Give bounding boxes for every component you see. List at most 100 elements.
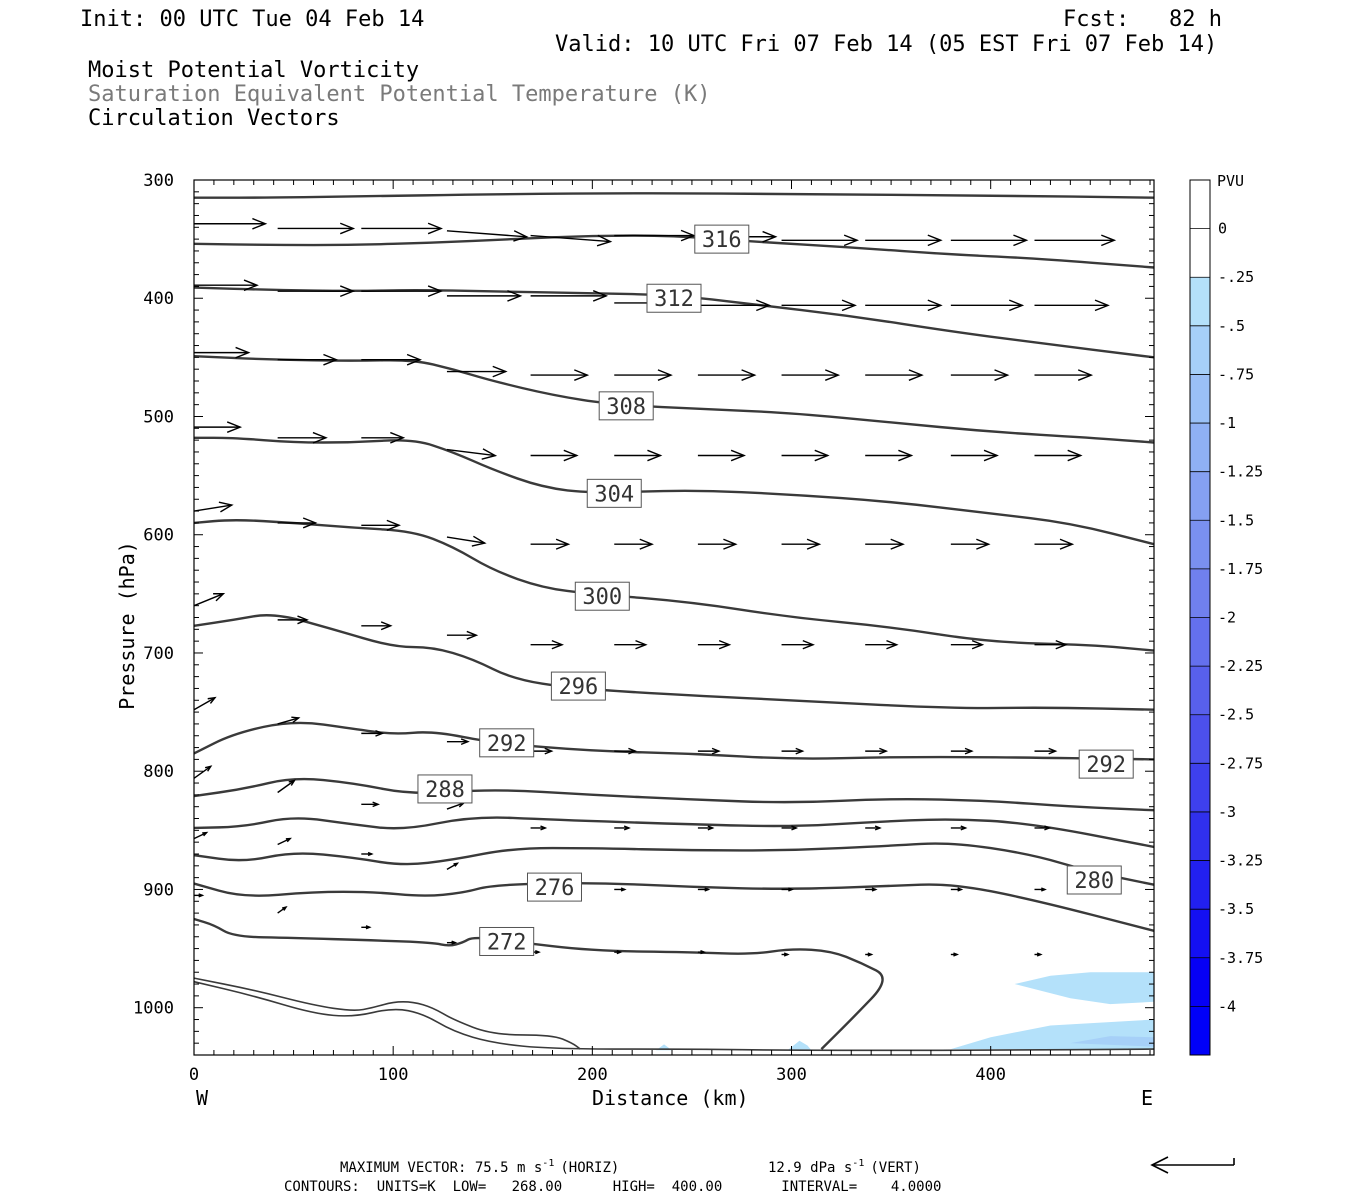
pv-shaded-area-0: [1014, 972, 1154, 1005]
circulation-vector: [950, 234, 1029, 247]
circulation-vector: [1034, 887, 1047, 892]
circulation-vector: [277, 353, 339, 366]
contour-info: CONTOURS: UNITS=K LOW= 268.00 HIGH= 400.…: [284, 1179, 941, 1195]
field-title-vectors: Circulation Vectors: [88, 106, 340, 131]
circulation-vector: [614, 949, 623, 955]
theta-contour-292: [193, 721, 1155, 761]
colorbar-swatch: [1190, 423, 1210, 473]
circulation-vector: [1034, 747, 1058, 755]
colorbar-swatch: [1190, 714, 1210, 764]
svg-text:276: 276: [535, 876, 575, 901]
svg-text:272: 272: [487, 930, 527, 955]
svg-text:316: 316: [702, 228, 742, 253]
circulation-vector: [781, 299, 857, 312]
max-vector-vert-label: 12.9 dPa s-1 (VERT): [768, 1158, 921, 1176]
colorbar-label: -.5: [1218, 317, 1245, 335]
circulation-vector: [361, 285, 443, 297]
x-axis-label: Distance (km): [592, 1086, 749, 1110]
circulation-vector: [950, 369, 1010, 381]
circulation-vector: [781, 538, 822, 550]
colorbar-label: 0: [1218, 220, 1227, 238]
circulation-vector: [277, 615, 309, 625]
circulation-vector: [194, 279, 259, 292]
x-tick-label: 300: [776, 1065, 807, 1085]
contour-label: 288: [417, 774, 473, 804]
colorbar-label: -1: [1218, 414, 1236, 432]
theta-contour-268: [193, 977, 581, 1050]
svg-text:296: 296: [559, 675, 599, 700]
circulation-vector: [446, 290, 523, 302]
theta-contour-304: [194, 436, 1155, 546]
svg-text:292: 292: [487, 732, 527, 757]
pv-shaded-area-4: [1070, 1036, 1154, 1047]
field-title-pv: Moist Potential Vorticity: [88, 58, 419, 83]
y-tick-label: 1000: [133, 999, 174, 1019]
circulation-vector: [1034, 952, 1043, 957]
contour-label: 280: [1066, 865, 1122, 895]
contour-label: 292: [479, 728, 535, 758]
circulation-vector: [950, 538, 991, 550]
circulation-vector: [277, 906, 288, 914]
colorbar-label: -1.25: [1218, 463, 1263, 481]
colorbar-swatch: [1190, 811, 1210, 862]
theta-contour-284: [193, 816, 1155, 849]
circulation-vector: [277, 222, 356, 235]
x-end-label-east: E: [1141, 1086, 1153, 1110]
circulation-vector: [446, 448, 498, 460]
contour-label: 308: [598, 391, 654, 421]
valid-time: Valid: 10 UTC Fri 07 Feb 14 (05 EST Fri …: [555, 32, 1217, 57]
circulation-vector: [697, 747, 721, 755]
y-tick-label: 900: [143, 880, 174, 900]
contour-label: 312: [646, 283, 702, 313]
circulation-vector: [614, 887, 627, 892]
circulation-vector: [781, 887, 794, 892]
circulation-vector: [361, 353, 422, 366]
circulation-vector: [614, 747, 638, 755]
circulation-vector: [614, 369, 673, 381]
colorbar: 0 -.25 -.5 -.75 -1 -1.25 -1.5 -1.75 -2 -2.25 -2.5 -…: [1189, 179, 1263, 1056]
circulation-vector: [1034, 299, 1110, 312]
circulation-vector: [194, 893, 205, 898]
colorbar-swatch: [1190, 617, 1210, 667]
circulation-vector: [277, 517, 318, 529]
circulation-vector: [1034, 825, 1052, 831]
plot-area: 316 312 308 304 300 296 292 292 288 276 280 272: [193, 179, 1155, 1056]
colorbar-label: -.25: [1218, 268, 1254, 286]
contour-label: 272: [479, 926, 535, 956]
colorbar-label: -2.75: [1218, 754, 1263, 772]
theta-contour-272: [193, 917, 884, 1050]
colorbar-label: -2: [1218, 609, 1236, 627]
colorbar-swatch: [1190, 763, 1210, 813]
circulation-vector: [1034, 639, 1068, 650]
circulation-vector: [530, 234, 613, 247]
colorbar-swatch: [1190, 520, 1210, 570]
circulation-vector: [614, 538, 654, 550]
contour-label: 304: [586, 478, 642, 508]
colorbar-swatch: [1190, 957, 1210, 1007]
svg-text:280: 280: [1074, 869, 1114, 894]
circulation-vector: [781, 639, 815, 650]
colorbar-label: -1.5: [1218, 511, 1254, 529]
circulation-vector: [950, 299, 1025, 312]
circulation-vector: [781, 234, 860, 247]
circulation-vector: [950, 825, 968, 831]
circulation-vector: [697, 449, 746, 462]
colorbar-label: -3.25: [1218, 852, 1263, 870]
colorbar-label: -3.5: [1218, 900, 1254, 918]
colorbar-swatch: [1190, 277, 1210, 327]
circulation-vector: [865, 825, 882, 831]
circulation-vector: [950, 639, 985, 650]
circulation-vector: [361, 801, 380, 808]
colorbar-swatch: [1190, 471, 1210, 521]
circulation-vector: [193, 696, 217, 711]
circulation-vector: [193, 501, 234, 513]
circulation-vector: [361, 851, 374, 857]
circulation-vector: [697, 949, 707, 955]
circulation-vector: [277, 779, 296, 794]
svg-text:308: 308: [606, 395, 646, 420]
colorbar-label: -4: [1218, 997, 1236, 1015]
y-tick-label: 800: [143, 762, 174, 782]
circulation-vector: [865, 747, 889, 755]
svg-text:312: 312: [654, 287, 694, 312]
y-tick-label: 500: [143, 407, 174, 427]
